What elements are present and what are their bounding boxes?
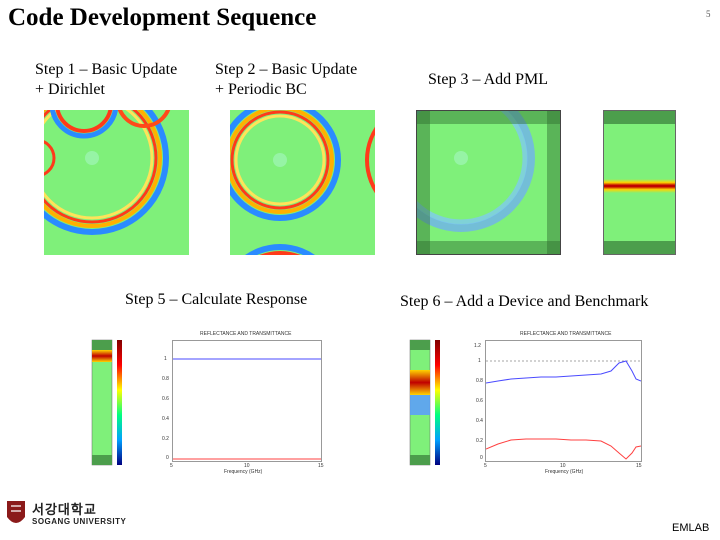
step5-xtick: 15	[318, 463, 324, 469]
step6-xtick: 10	[560, 463, 566, 469]
step3-caption: Step 3 – Add PML	[428, 71, 549, 88]
step5-xtick: 5	[170, 463, 173, 469]
step5-plot-xlabel: Frequency (GHz)	[224, 469, 263, 475]
step3-1d-strip-image	[603, 110, 676, 255]
slide-title: Code Development Sequence	[8, 4, 317, 31]
step2-caption: Step 2 – Basic Update + Periodic BC	[215, 61, 358, 98]
step1-field-image	[44, 110, 189, 255]
step5-field-strip	[91, 339, 122, 466]
step6-xtick: 5	[484, 463, 487, 469]
step1-caption: Step 1 – Basic Update + Dirichlet	[35, 61, 178, 98]
step3-field-image	[416, 110, 561, 255]
step6-xtick: 15	[636, 463, 642, 469]
step6-caption: Step 6 – Add a Device and Benchmark	[400, 293, 649, 310]
step6-plot-xlabel: Frequency (GHz)	[545, 469, 584, 475]
step6-ytick: 0.4	[476, 418, 483, 424]
step5-ytick: 0.2	[162, 436, 169, 442]
step5-xtick: 10	[244, 463, 250, 469]
step6-ytick: 0.8	[476, 378, 483, 384]
step6-ytick: 0.6	[476, 398, 483, 404]
step6-ytick: 1	[478, 358, 481, 364]
step6-response-plot	[485, 340, 642, 462]
step5-caption: Step 5 – Calculate Response	[125, 291, 308, 308]
step5-ytick: 0.6	[162, 396, 169, 402]
step6-plot-lines	[485, 360, 642, 460]
university-emblem-icon	[7, 501, 25, 523]
step5-ytick: 0.8	[162, 376, 169, 382]
step5-ytick: 1	[164, 356, 167, 362]
university-name-korean: 서강대학교	[32, 502, 97, 517]
step5-plot-title: REFLECTANCE AND TRANSMITTANCE	[200, 331, 292, 337]
step5-plot-lines	[173, 358, 321, 460]
lab-name: EMLAB	[672, 522, 710, 534]
step6-ytick: 0.2	[476, 438, 483, 444]
step6-ytick: 0	[480, 455, 483, 461]
university-name-english: SOGANG UNIVERSITY	[32, 517, 127, 526]
step5-ytick: 0.4	[162, 416, 169, 422]
page-number: 5	[706, 9, 711, 19]
step6-field-strip	[409, 339, 440, 466]
step5-ytick: 0	[166, 455, 169, 461]
step2-field-image	[230, 110, 375, 255]
step6-ytick: 1.2	[474, 343, 481, 349]
step5-response-plot	[172, 340, 322, 462]
step6-plot-title: REFLECTANCE AND TRANSMITTANCE	[520, 331, 612, 337]
